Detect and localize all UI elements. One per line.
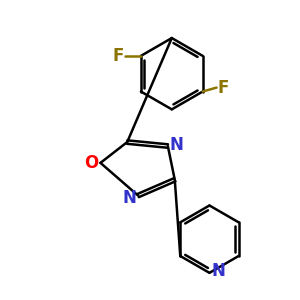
Text: O: O [84, 154, 99, 172]
Text: F: F [112, 47, 124, 65]
Text: N: N [122, 189, 136, 207]
Text: N: N [170, 136, 184, 154]
Text: F: F [218, 79, 229, 97]
Text: N: N [212, 262, 225, 280]
